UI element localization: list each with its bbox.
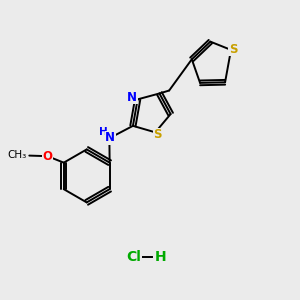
- Text: CH₃: CH₃: [8, 150, 27, 160]
- Text: N: N: [105, 131, 115, 144]
- Text: S: S: [229, 43, 237, 56]
- Text: H: H: [98, 127, 107, 137]
- Text: N: N: [127, 91, 137, 104]
- Text: O: O: [43, 150, 52, 163]
- Text: S: S: [153, 128, 162, 141]
- Text: Cl: Cl: [126, 250, 141, 265]
- Text: H: H: [154, 250, 166, 265]
